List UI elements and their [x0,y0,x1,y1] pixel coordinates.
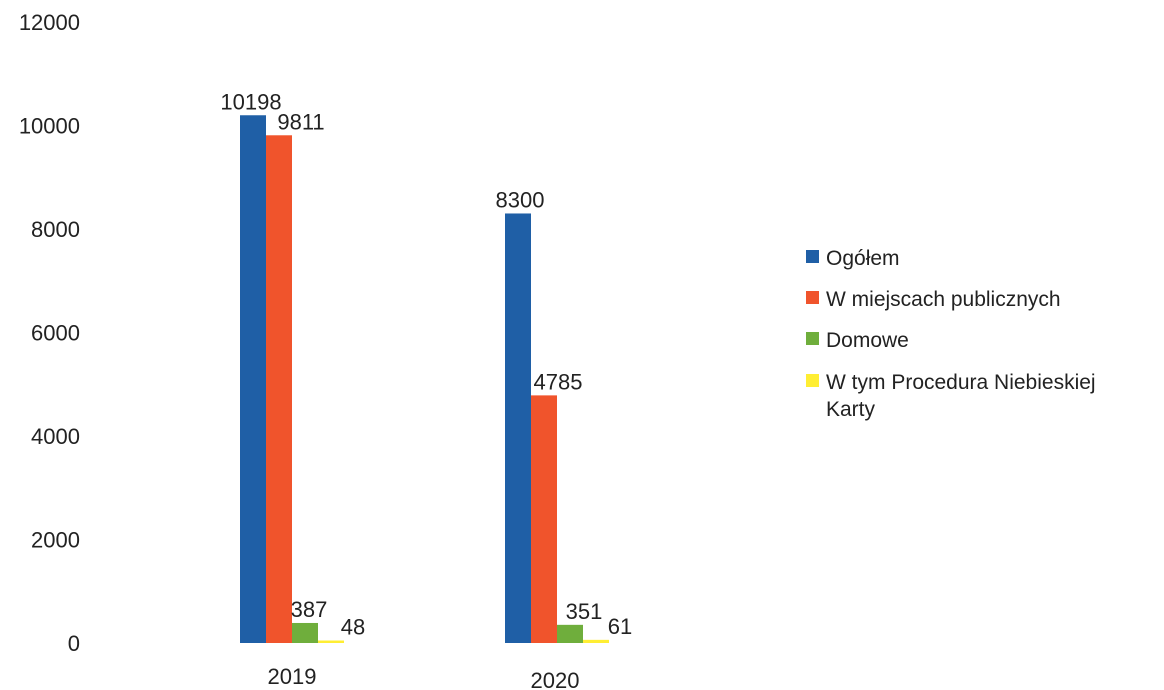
legend-swatch-0 [806,250,819,263]
bars [240,115,609,644]
x-axis: 2019 2020 [268,664,580,690]
data-label-2019-series-2: 387 [291,597,328,622]
legend-swatch-1 [806,291,819,304]
legend-label-0: Ogółem [826,247,900,270]
data-label-2020-series-1: 4785 [534,369,583,394]
bar-2020-series-0 [505,213,531,643]
x-tick-label-2019: 2019 [268,664,317,689]
legend-swatch-2 [806,332,819,345]
bar-2020-series-2 [557,624,583,643]
legend-label-2: Domowe [826,329,909,352]
y-tick-label: 2000 [31,528,80,553]
legend-label-1: W miejscach publicznych [826,288,1061,311]
y-tick-label: 0 [68,631,80,656]
legend-swatch-3 [806,374,819,387]
legend-label-3: W tym Procedura Niebieskiej Karty [826,371,1096,421]
data-label-2019-series-1: 9811 [277,109,324,134]
y-tick-label: 6000 [31,321,80,346]
data-label-2019-series-3: 48 [341,615,365,640]
x-tick-label-2020: 2020 [531,668,580,690]
legend: Ogółem W miejscach publicznych Domowe W tym… [806,247,1096,421]
bar-2019-series-1 [266,135,292,643]
bar-2020-series-3 [583,639,609,643]
bar-2020-series-1 [531,395,557,643]
bar-2019-series-0 [240,115,266,644]
data-label-2020-series-0: 8300 [496,187,545,212]
bar-2019-series-3 [318,640,344,643]
bar-2019-series-2 [292,622,318,643]
y-tick-label: 12000 [19,10,80,35]
y-tick-label: 8000 [31,217,80,242]
data-label-2020-series-2: 351 [566,599,603,624]
data-label-2019-series-0: 10198 [220,89,281,114]
y-tick-label: 4000 [31,424,80,449]
data-label-2020-series-3: 61 [608,614,632,639]
y-tick-label: 10000 [19,114,80,139]
y-axis: 0 2000 4000 6000 8000 10000 12000 [19,10,80,656]
